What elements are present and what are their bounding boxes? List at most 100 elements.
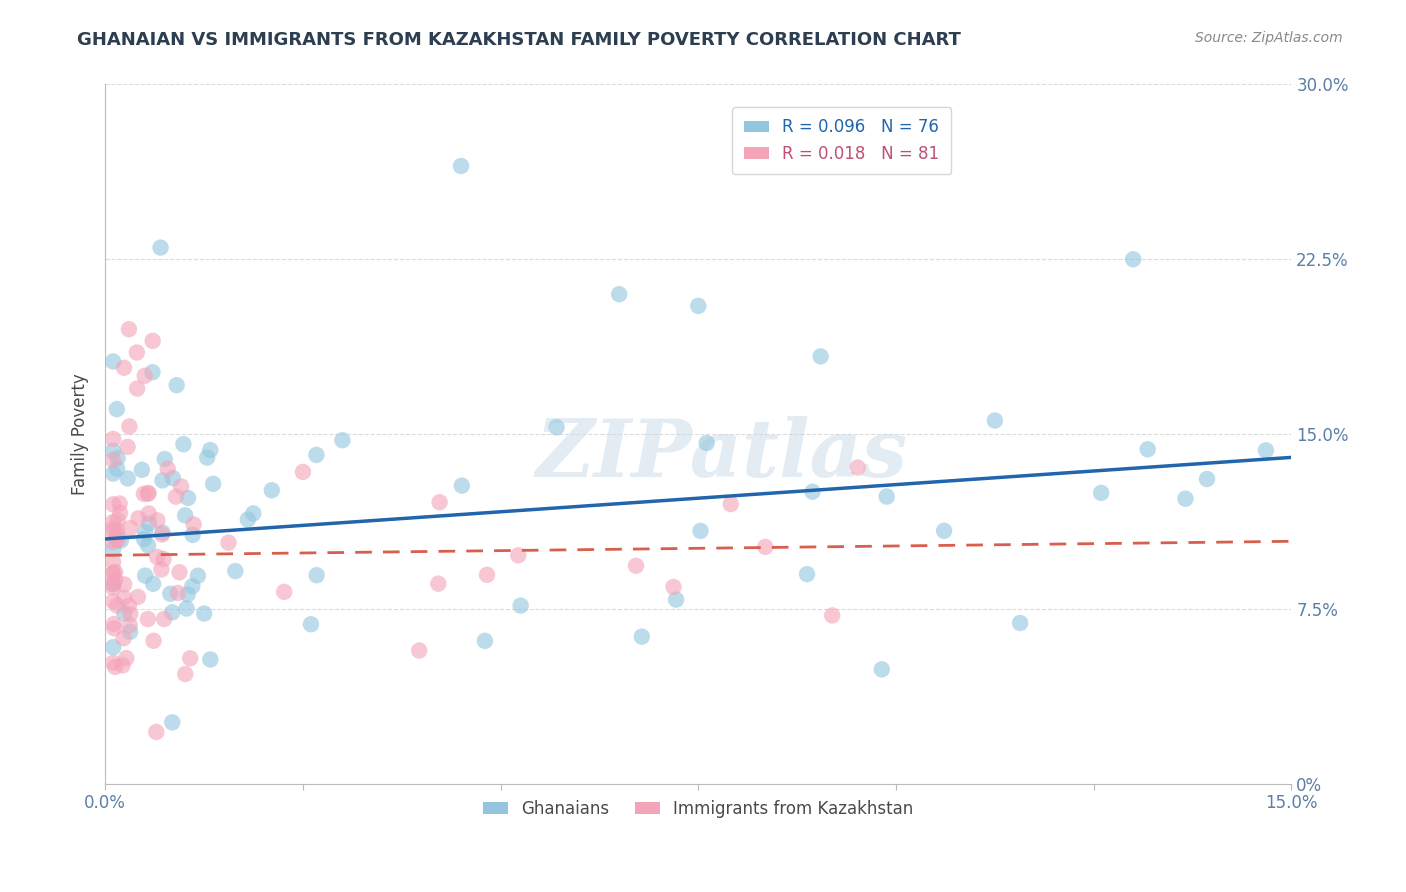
Point [136,612,159,626]
Point [176,587,198,601]
Point [104,573,127,587]
Point [118,322,141,336]
Point [166,378,188,392]
Point [801,484,824,499]
Point [260,483,283,498]
Point [105,523,128,537]
Point [242,507,264,521]
Point [145,725,167,739]
Point [134,568,156,582]
Point [688,299,710,313]
Y-axis label: Family Poverty: Family Poverty [72,373,89,495]
Point [200,443,222,458]
Point [131,463,153,477]
Point [607,287,630,301]
Point [138,486,160,500]
Point [112,632,135,646]
Point [427,576,450,591]
Point [166,586,188,600]
Point [132,487,155,501]
Point [101,497,124,511]
Point [665,592,688,607]
Point [162,715,184,730]
Point [105,533,128,547]
Point [118,618,141,632]
Point [160,605,183,619]
Point [176,601,198,615]
Text: GHANAIAN VS IMMIGRANTS FROM KAZAKHSTAN FAMILY POVERTY CORRELATION CHART: GHANAIAN VS IMMIGRANTS FROM KAZAKHSTAN F… [77,31,962,49]
Point [150,562,173,576]
Point [107,513,129,527]
Point [156,462,179,476]
Point [159,587,181,601]
Point [134,368,156,383]
Point [142,334,165,348]
Point [305,448,328,462]
Point [127,511,149,525]
Point [720,497,742,511]
Point [101,524,124,539]
Point [101,656,124,670]
Point [181,579,204,593]
Point [101,566,124,581]
Point [117,440,139,454]
Point [202,476,225,491]
Point [103,617,125,632]
Point [984,413,1007,427]
Point [876,490,898,504]
Point [101,576,124,591]
Point [1010,615,1032,630]
Point [1136,442,1159,457]
Point [546,420,568,434]
Point [105,533,128,547]
Point [108,496,131,510]
Point [475,567,498,582]
Point [101,577,124,591]
Point [172,437,194,451]
Text: ZIPatlas: ZIPatlas [536,417,908,494]
Point [508,549,530,563]
Point [101,354,124,368]
Point [107,451,129,466]
Point [101,515,124,529]
Point [291,465,314,479]
Point [153,612,176,626]
Point [101,640,124,655]
Point [450,478,472,492]
Point [870,662,893,676]
Point [153,452,176,467]
Point [105,462,128,476]
Point [1195,472,1218,486]
Point [1174,491,1197,506]
Point [104,565,127,579]
Point [174,667,197,681]
Point [177,491,200,505]
Point [1254,443,1277,458]
Point [101,521,124,535]
Point [187,568,209,582]
Point [810,350,832,364]
Point [142,633,165,648]
Point [754,540,776,554]
Point [101,566,124,580]
Point [224,564,246,578]
Point [152,525,174,540]
Point [101,535,124,549]
Point [149,241,172,255]
Point [696,436,718,450]
Point [134,533,156,547]
Point [101,594,124,608]
Point [146,549,169,564]
Point [273,585,295,599]
Point [127,382,149,396]
Point [630,630,652,644]
Point [112,607,135,621]
Point [193,607,215,621]
Point [846,460,869,475]
Point [110,533,132,548]
Point [136,538,159,552]
Point [146,513,169,527]
Point [169,566,191,580]
Point [115,651,138,665]
Point [450,159,472,173]
